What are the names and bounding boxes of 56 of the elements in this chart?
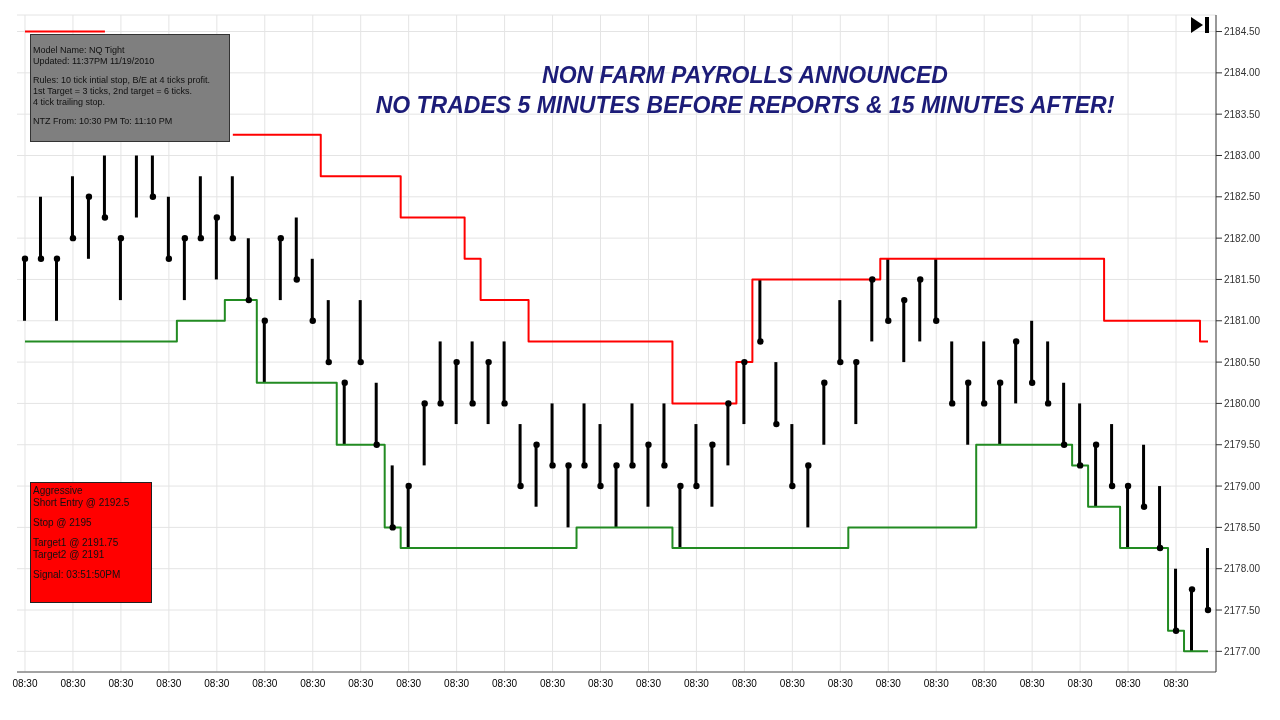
x-tick-label: 08:30 [1163, 678, 1189, 690]
annotation: Aggressive [33, 485, 84, 497]
y-tick-label: 2180.50 [1224, 356, 1261, 368]
x-tick-label: 08:30 [683, 678, 710, 690]
annotation: Signal: 03:51:50PM [33, 569, 122, 581]
text: NO TRADES 5 MINUTES BEFORE REPORTS & 15 MINUTES AFTER! [374, 91, 1116, 120]
y-tick-label: 2177.00 [1224, 645, 1261, 657]
x-tick-label: 08:30 [923, 678, 950, 690]
x-tick-label: 08:30 [60, 678, 86, 690]
y-tick-label: 2183.00 [1224, 150, 1261, 162]
x-tick-label: 08:30 [1067, 678, 1094, 690]
x-tick-label: 08:30 [108, 678, 134, 690]
annotation: Target2 @ 2191 [33, 549, 106, 561]
x-tick-label: 08:30 [492, 678, 518, 690]
x-tick-label: 08:30 [731, 678, 758, 690]
x-tick-label: 08:30 [396, 678, 422, 690]
y-tick-label: 2184.00 [1224, 67, 1261, 79]
x-tick-label: 08:30 [348, 678, 374, 690]
x-tick-label: 08:30 [827, 678, 854, 690]
y-tick-label: 2180.00 [1224, 397, 1261, 409]
x-tick-label: 08:30 [156, 678, 182, 690]
y-tick-label: 2179.00 [1224, 480, 1261, 492]
x-tick-label: 08:30 [300, 678, 326, 690]
y-tick-label: 2182.00 [1224, 232, 1261, 244]
annotation: Target1 @ 2191.75 [33, 537, 120, 549]
x-tick-label: 08:30 [252, 678, 278, 690]
x-tick-label: 08:30 [1019, 678, 1046, 690]
y-tick-label: 2179.50 [1224, 439, 1261, 451]
y-tick-label: 2182.50 [1224, 191, 1261, 203]
x-tick-label: 08:30 [635, 678, 662, 690]
x-tick-label: 08:30 [1115, 678, 1142, 690]
text: NON FARM PAYROLLS ANNOUNCED [541, 61, 949, 90]
annotation: Updated: 11:37PM 11/19/2010 [33, 56, 156, 67]
x-tick-label: 08:30 [875, 678, 902, 690]
x-tick-label: 08:30 [204, 678, 230, 690]
y-tick-label: 2183.50 [1224, 108, 1261, 120]
annotation: Model Name: NQ Tight [33, 45, 126, 56]
annotation: Short Entry @ 2192.5 [33, 497, 131, 509]
y-tick-label: 2178.50 [1224, 521, 1261, 533]
y-tick-label: 2181.00 [1224, 315, 1261, 327]
annotation: 4 tick trailing stop. [33, 97, 107, 108]
x-tick-label: 08:30 [971, 678, 998, 690]
bar [134, 155, 138, 218]
annotation: NTZ From: 10:30 PM To: 11:10 PM [33, 116, 174, 127]
y-tick-label: 2177.50 [1224, 604, 1261, 616]
x-tick-label: 08:30 [444, 678, 470, 690]
annotation: 1st Target = 3 ticks, 2nd target = 6 ticks. [33, 86, 193, 97]
x-tick-label: 08:30 [779, 678, 806, 690]
y-tick-label: 2178.00 [1224, 563, 1261, 575]
y-tick-label: 2184.50 [1224, 26, 1261, 38]
x-tick-label: 08:30 [12, 678, 38, 690]
y-tick-label: 2181.50 [1224, 274, 1261, 285]
annotation: Rules: 10 tick intial stop, B/E at 4 ticks profit. [33, 75, 212, 86]
annotation: Stop @ 2195 [33, 517, 93, 529]
x-tick-label: 08:30 [588, 678, 614, 690]
x-tick-label: 08:30 [540, 678, 566, 690]
